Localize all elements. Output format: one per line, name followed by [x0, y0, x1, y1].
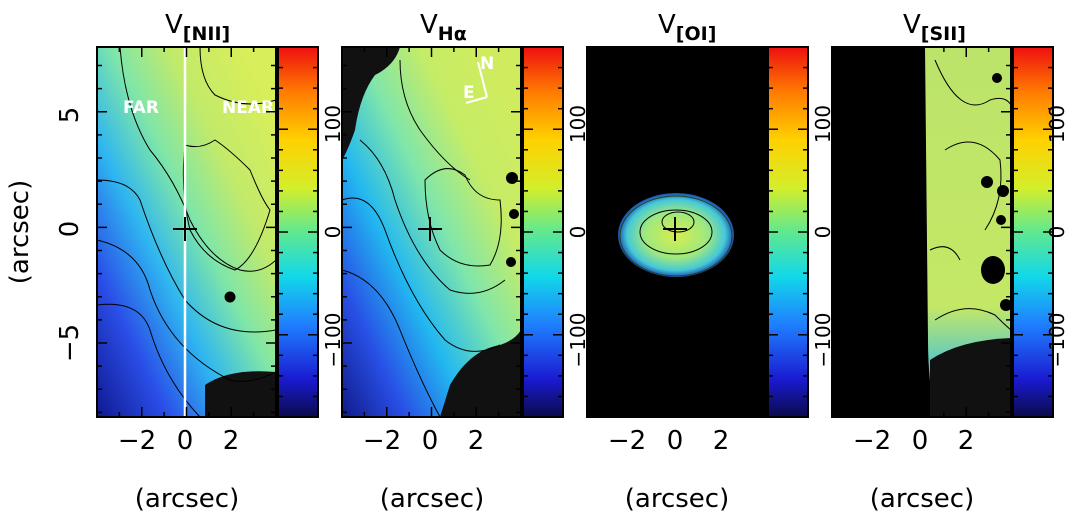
colorbar-tick-label: 100 — [1045, 105, 1069, 143]
panel-title-nii: V[NII] — [165, 10, 230, 45]
y-tick-label: 5 — [55, 107, 85, 124]
x-axis-title-sii: (arcsec) — [870, 484, 974, 514]
compass-halpha — [465, 61, 488, 104]
x-axis-title-nii: (arcsec) — [135, 484, 239, 514]
compass-north-label: N — [480, 54, 494, 74]
colorbar-tick-label: 0 — [321, 226, 345, 239]
x-tick-label: 2 — [468, 426, 485, 456]
colorbar-tick-label: −100 — [811, 313, 835, 368]
center-cross-halpha — [418, 217, 442, 241]
axis-ticks — [96, 47, 1053, 417]
panel-nii: FAR NEAR V[NII] −2 0 2 (arcsec) 5 0 −5 (… — [5, 10, 319, 514]
colorbar-tick-label: 100 — [566, 105, 590, 143]
spot-nii — [224, 291, 236, 303]
colorbar-tick-label: 0 — [1045, 226, 1069, 239]
colorbar-tick-label: −100 — [321, 313, 345, 368]
y-axis-title: (arcsec) — [5, 180, 35, 284]
x-axis-title-halpha: (arcsec) — [380, 484, 484, 514]
bottom-noise-sii — [930, 338, 1011, 417]
spot-halpha — [506, 257, 516, 267]
contours-oi — [619, 195, 733, 277]
x-tick-label: −2 — [363, 426, 401, 456]
panel-title-oi: V[OI] — [658, 10, 716, 45]
spot-sii — [1000, 299, 1011, 311]
spot-sii — [992, 73, 1002, 83]
bottom-right-noise-halpha — [440, 330, 521, 417]
velocity-field-nii — [97, 47, 276, 417]
colorbar-labels: 100 0 −100 100 0 −100 100 0 −100 100 0 −… — [321, 105, 1069, 368]
colorbar-tick-label: 100 — [321, 105, 345, 143]
panel-sii: V[SII] −2 0 2 (arcsec) — [831, 10, 1054, 514]
x-tick-label: 0 — [422, 426, 439, 456]
panel-title-sii: V[SII] — [903, 10, 966, 45]
velocity-field-sii — [925, 47, 1011, 417]
center-cross-oi — [663, 217, 687, 241]
x-tick-label: 2 — [713, 426, 730, 456]
contours-sii — [929, 59, 1011, 331]
bottom-right-noise-nii — [205, 371, 276, 417]
x-tick-label: 0 — [667, 426, 684, 456]
colorbar-tick-label: −100 — [566, 313, 590, 368]
colorbar-tick-label: 0 — [566, 226, 590, 239]
spot-sii — [981, 256, 1005, 284]
panel-oi: V[OI] −2 0 2 (arcsec) — [586, 10, 809, 514]
annotation-far: FAR — [123, 98, 159, 118]
x-tick-label: −2 — [853, 426, 891, 456]
x-tick-label: −2 — [608, 426, 646, 456]
panel-title-halpha: VHα — [420, 10, 467, 45]
colorbar-tick-label: 0 — [811, 226, 835, 239]
contours-halpha — [342, 59, 506, 417]
colorbar-tick-label: −100 — [1045, 313, 1069, 368]
contours-nii — [97, 47, 276, 417]
y-tick-label: 0 — [55, 221, 85, 238]
x-tick-label: 0 — [912, 426, 929, 456]
y-tick-label: −5 — [55, 324, 85, 362]
x-tick-label: −2 — [118, 426, 156, 456]
spot-halpha — [509, 209, 519, 219]
x-tick-label: 2 — [223, 426, 240, 456]
colorbar-tick-label: 100 — [811, 105, 835, 143]
x-axis-title-oi: (arcsec) — [625, 484, 729, 514]
center-cross-nii — [173, 217, 197, 241]
spot-sii — [997, 185, 1009, 197]
panel-halpha: N E VHα −2 0 2 (arcsec) — [341, 10, 564, 514]
spot-halpha — [506, 172, 518, 184]
x-tick-label: 2 — [958, 426, 975, 456]
spot-sii — [981, 176, 993, 188]
x-tick-label: 0 — [177, 426, 194, 456]
top-left-noise-halpha — [342, 47, 400, 160]
compass-east-label: E — [463, 83, 475, 103]
spot-sii — [996, 215, 1006, 225]
annotation-near: NEAR — [222, 98, 274, 118]
